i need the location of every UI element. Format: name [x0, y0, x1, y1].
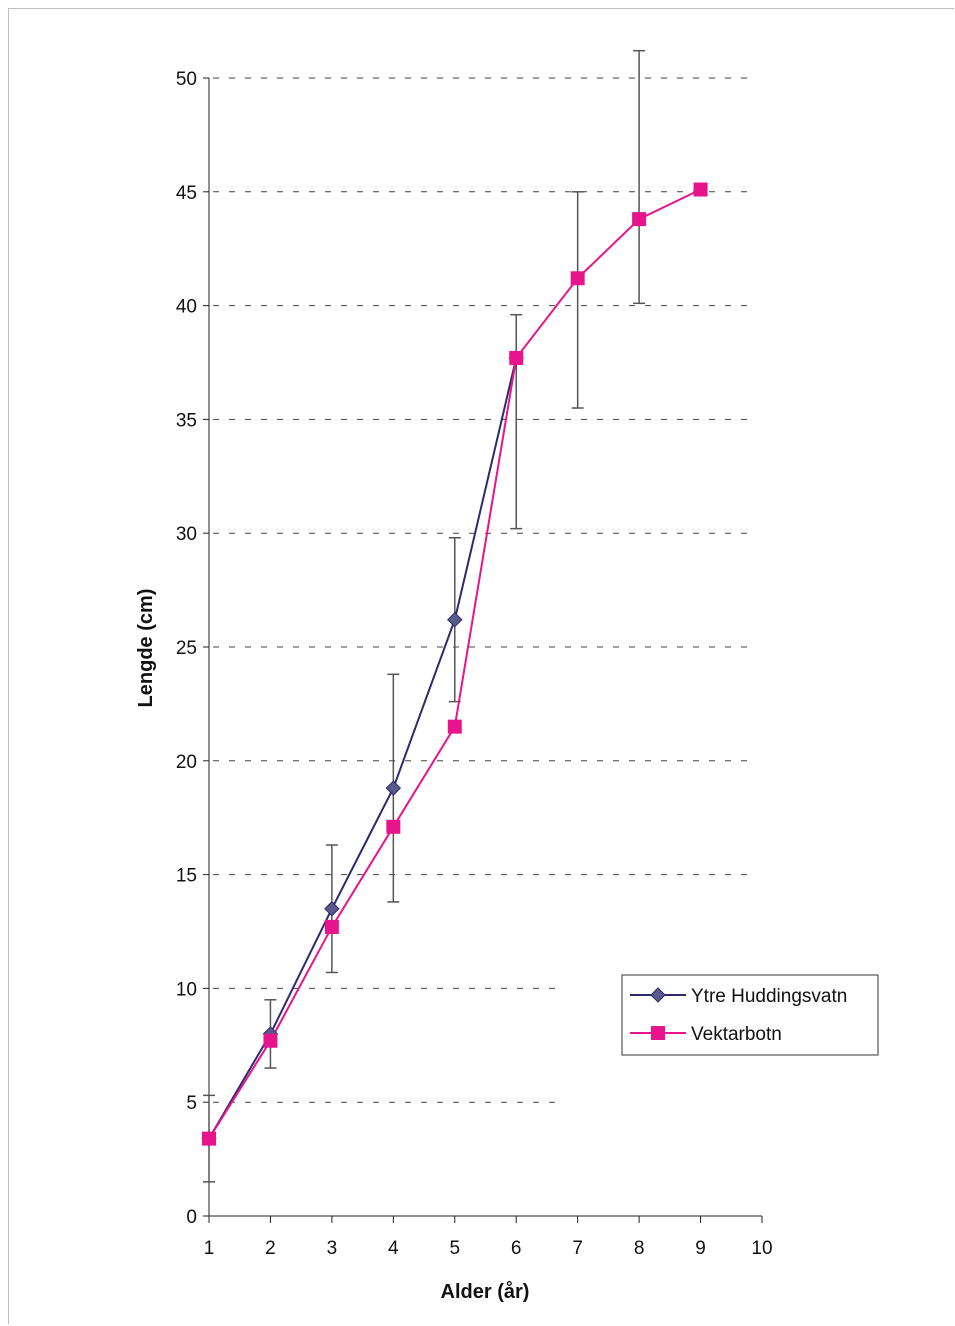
- x-tick-label-2: 2: [265, 1238, 276, 1259]
- x-tick-label-5: 5: [449, 1238, 460, 1259]
- point-s0-3: [324, 901, 340, 917]
- x-tick-label-6: 6: [511, 1238, 522, 1259]
- point-s1-6: [509, 350, 524, 365]
- x-tick-label-4: 4: [388, 1238, 399, 1259]
- error-bars: [203, 49, 646, 1183]
- axes: [203, 77, 763, 1223]
- x-tick-label-7: 7: [572, 1238, 583, 1259]
- x-axis-title: Alder (år): [441, 1280, 530, 1303]
- point-s1-1: [202, 1131, 216, 1146]
- y-tick-label-0: 0: [186, 1207, 197, 1228]
- legend-marker-square: [651, 1026, 665, 1040]
- point-s0-5: [447, 611, 463, 628]
- point-s1-7: [570, 271, 585, 286]
- point-s1-3: [324, 919, 339, 934]
- point-s0-4: [385, 780, 402, 796]
- x-tick-label-9: 9: [695, 1238, 706, 1259]
- legend-label-vektarbotn: Vektarbotn: [691, 1024, 782, 1045]
- y-tick-label-15: 15: [176, 866, 197, 887]
- y-tick-label-40: 40: [176, 297, 197, 318]
- series-line-0: [208, 357, 518, 1140]
- y-axis-title: Lengde (cm): [135, 589, 157, 708]
- y-tick-label-50: 50: [176, 69, 197, 90]
- x-tick-label-1: 1: [204, 1238, 215, 1259]
- x-tick-label-8: 8: [634, 1238, 645, 1259]
- series-markers: [201, 182, 708, 1147]
- y-tick-label-20: 20: [176, 752, 197, 773]
- y-tick-label-45: 45: [176, 183, 197, 204]
- x-tick-label-10: 10: [751, 1238, 772, 1259]
- point-s1-5: [447, 719, 462, 734]
- x-tick-label-3: 3: [327, 1238, 338, 1259]
- y-tick-label-25: 25: [176, 638, 197, 659]
- y-tick-label-5: 5: [186, 1093, 197, 1114]
- legend: Ytre Huddingsvatn Vektarbotn: [621, 974, 879, 1056]
- point-s1-9: [693, 182, 708, 197]
- legend-box: [621, 974, 879, 1056]
- y-tick-label-30: 30: [176, 524, 197, 545]
- page-frame: [8, 8, 954, 1324]
- point-s1-4: [386, 819, 401, 834]
- y-tick-label-10: 10: [176, 979, 197, 1000]
- point-s1-8: [632, 212, 647, 227]
- legend-marker-diamond: [650, 987, 666, 1003]
- legend-label-ytre: Ytre Huddingsvatn: [691, 986, 847, 1007]
- y-tick-label-35: 35: [176, 410, 197, 431]
- gridlines: [213, 77, 748, 1103]
- point-s1-2: [263, 1033, 278, 1048]
